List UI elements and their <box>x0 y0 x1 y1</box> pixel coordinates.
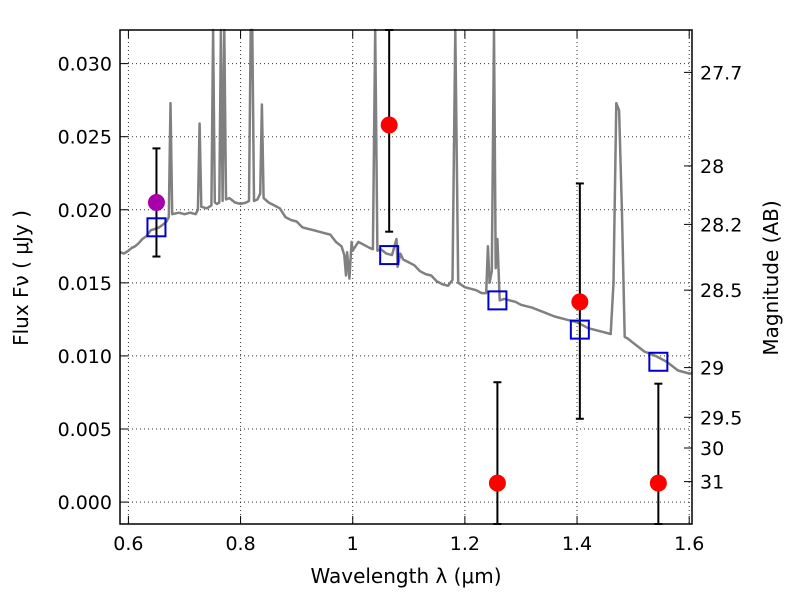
x-tick-label: 0.6 <box>113 533 143 555</box>
right-tick-label: 29.5 <box>700 407 742 429</box>
right-tick-label: 28.5 <box>700 280 742 302</box>
model-square-marker <box>379 245 400 266</box>
right-tick-label: 28.2 <box>700 214 742 236</box>
y-tick-label: 0.005 <box>58 419 112 441</box>
x-tick-label: 0.8 <box>225 533 255 555</box>
x-tick-label: 1 <box>347 533 359 555</box>
y-tick-label: 0.020 <box>58 200 112 222</box>
observed-point-marker <box>488 474 506 492</box>
spectrum-line <box>119 28 692 375</box>
right-tick-label: 29 <box>700 358 724 380</box>
y-tick-label: 0.010 <box>58 346 112 368</box>
y-right-axis-title: Magnitude (AB) <box>759 200 783 355</box>
model-square-marker <box>146 217 167 238</box>
observed-point-marker <box>380 116 398 134</box>
x-tick-label: 1.4 <box>562 533 592 555</box>
grid-lines <box>120 30 692 524</box>
x-axis-title: Wavelength λ (μm) <box>310 564 501 588</box>
y-axis-title: Flux Fν ( μJy ) <box>9 210 33 346</box>
right-tick-label: 28 <box>700 156 724 178</box>
plot-area <box>119 28 692 525</box>
x-tick-label: 1.6 <box>674 533 704 555</box>
y-tick-label: 0.025 <box>58 127 112 149</box>
y-tick-label: 0.015 <box>58 273 112 295</box>
right-tick-label: 27.7 <box>700 62 742 84</box>
right-tick-label: 31 <box>700 472 724 494</box>
model-square-marker <box>487 290 508 311</box>
observed-point-marker <box>649 474 667 492</box>
plot-frame <box>119 29 693 525</box>
model-square-marker <box>569 319 590 340</box>
observed-point-marker <box>147 193 165 211</box>
model-square-marker <box>648 351 669 372</box>
right-tick-label: 30 <box>700 438 724 460</box>
observed-point-marker <box>571 293 589 311</box>
x-tick-label: 1.2 <box>450 533 480 555</box>
ticks: 0.6 0.8 1 1.2 1.4 1.6 0.000 0.005 0.010 0.015 0.02… <box>58 30 742 555</box>
y-tick-label: 0.000 <box>58 492 112 514</box>
y-tick-label: 0.030 <box>58 54 112 76</box>
